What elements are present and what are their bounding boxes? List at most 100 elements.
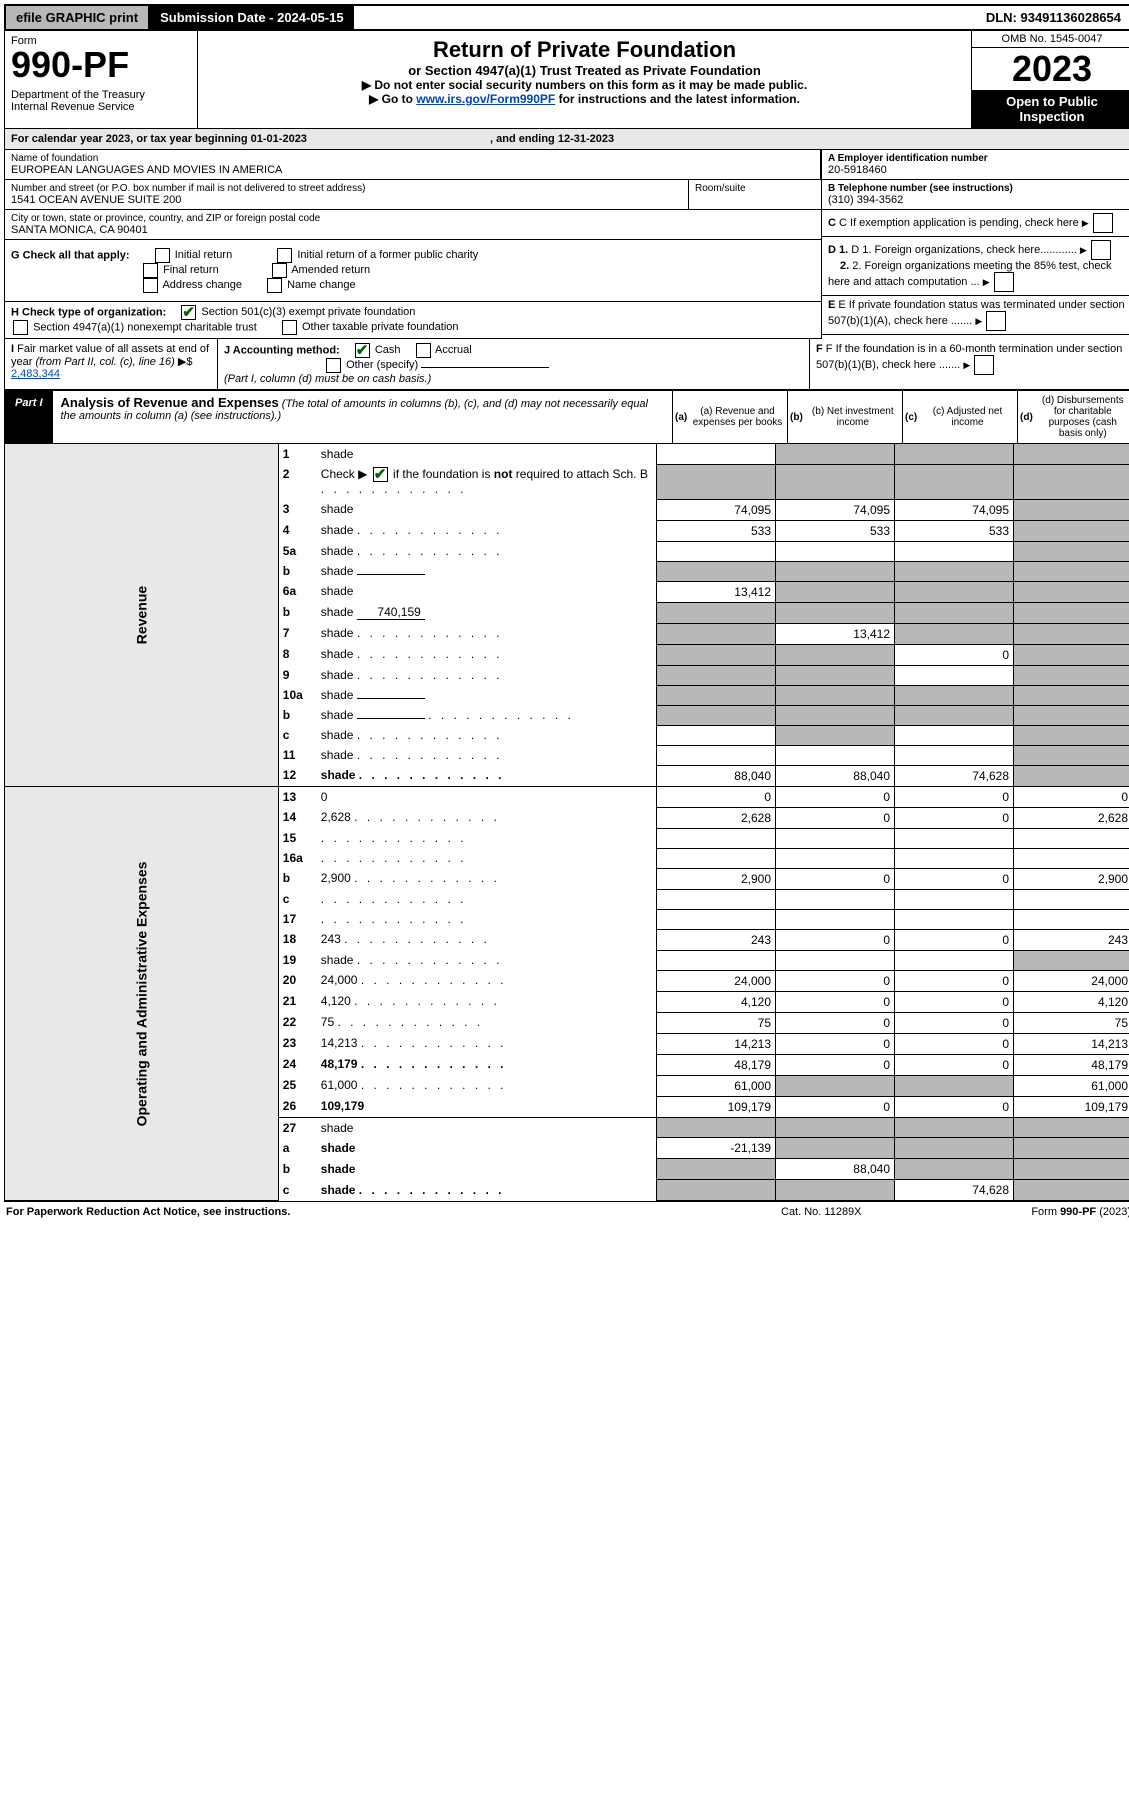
initial-return-checkbox[interactable] — [155, 248, 170, 263]
e-checkbox[interactable] — [986, 311, 1006, 331]
501c3-checkbox[interactable] — [181, 305, 196, 320]
4947a1-checkbox[interactable] — [13, 320, 28, 335]
line-number: 10a — [278, 685, 317, 705]
part1-table: Revenue1shade 2Check ▶ if the foundation… — [4, 444, 1129, 1201]
cell-value — [657, 444, 776, 464]
cell-value — [1014, 889, 1129, 909]
cell-shaded — [776, 1117, 895, 1138]
name-change-checkbox[interactable] — [267, 278, 282, 293]
cell-shaded — [657, 665, 776, 685]
line-desc: Check ▶ if the foundation is not require… — [317, 464, 657, 499]
line-number: b — [278, 868, 317, 889]
cash-checkbox[interactable] — [355, 343, 370, 358]
goto-note: ▶ Go to www.irs.gov/Form990PF for instru… — [204, 92, 965, 106]
cell-value: 75 — [657, 1012, 776, 1033]
line-desc: shade — [317, 623, 657, 644]
line-number: 18 — [278, 929, 317, 950]
line-desc: shade — [317, 685, 657, 705]
irs-link[interactable]: www.irs.gov/Form990PF — [416, 92, 555, 106]
final-return-checkbox[interactable] — [143, 263, 158, 278]
amended-return-checkbox[interactable] — [272, 263, 287, 278]
line-desc: shade — [317, 444, 657, 464]
cell-shaded — [657, 561, 776, 581]
cell-value — [895, 665, 1014, 685]
cell-value — [657, 950, 776, 970]
fmv-value[interactable]: 2,483,344 — [11, 368, 60, 380]
cell-value: 2,900 — [657, 868, 776, 889]
cell-shaded — [657, 602, 776, 623]
cell-value: 74,628 — [895, 765, 1014, 786]
cell-value — [895, 725, 1014, 745]
line-number: 6a — [278, 581, 317, 602]
line-number: 17 — [278, 909, 317, 929]
cell-shaded — [1014, 561, 1129, 581]
d1-checkbox[interactable] — [1091, 240, 1111, 260]
cell-shaded — [776, 1138, 895, 1159]
line-number: c — [278, 889, 317, 909]
line-desc: 48,179 — [317, 1054, 657, 1075]
foundation-name: EUROPEAN LANGUAGES AND MOVIES IN AMERICA — [11, 164, 814, 176]
f-checkbox[interactable] — [974, 355, 994, 375]
g-label: G Check all that apply: — [11, 249, 130, 261]
line-desc: shade 740,159 — [317, 602, 657, 623]
ij-row: I Fair market value of all assets at end… — [4, 339, 1129, 390]
line-number: 22 — [278, 1012, 317, 1033]
cell-value: 0 — [776, 1096, 895, 1117]
cell-value: 0 — [895, 970, 1014, 991]
cell-value: 0 — [776, 868, 895, 889]
cell-value — [776, 889, 895, 909]
city-label: City or town, state or province, country… — [11, 213, 815, 224]
line-desc: 109,179 — [317, 1096, 657, 1117]
line-row: Revenue1shade — [5, 444, 1129, 464]
top-bar: efile GRAPHIC print Submission Date - 20… — [4, 4, 1129, 31]
cell-value: 61,000 — [657, 1075, 776, 1096]
cell-value — [895, 950, 1014, 970]
cell-value: 243 — [1014, 929, 1129, 950]
cell-shaded — [776, 1180, 895, 1201]
cell-value: 0 — [895, 1033, 1014, 1054]
cell-shaded — [657, 644, 776, 665]
cell-value — [657, 725, 776, 745]
line-number: a — [278, 1138, 317, 1159]
d2-checkbox[interactable] — [994, 272, 1014, 292]
open-to-public: Open to Public Inspection — [972, 90, 1129, 128]
cell-value — [657, 745, 776, 765]
line-desc: 14,213 — [317, 1033, 657, 1054]
other-method-checkbox[interactable] — [326, 358, 341, 373]
page-footer: For Paperwork Reduction Act Notice, see … — [4, 1201, 1129, 1222]
form-id: Form 990-PF (2023) — [981, 1206, 1129, 1218]
schb-checkbox[interactable] — [373, 467, 388, 482]
line-desc: shade — [317, 1117, 657, 1138]
cell-value: 0 — [895, 868, 1014, 889]
form-subtitle: or Section 4947(a)(1) Trust Treated as P… — [204, 63, 965, 78]
cell-shaded — [1014, 1117, 1129, 1138]
line-number: 7 — [278, 623, 317, 644]
room-label: Room/suite — [695, 183, 815, 194]
line-number: 5a — [278, 541, 317, 561]
cell-value — [776, 950, 895, 970]
accrual-checkbox[interactable] — [416, 343, 431, 358]
cell-value — [657, 889, 776, 909]
cell-value — [895, 745, 1014, 765]
cell-shaded — [895, 464, 1014, 499]
address-change-checkbox[interactable] — [143, 278, 158, 293]
cell-value: 109,179 — [657, 1096, 776, 1117]
other-taxable-checkbox[interactable] — [282, 320, 297, 335]
c-checkbox[interactable] — [1093, 213, 1113, 233]
box-f: F F If the foundation is in a 60-month t… — [809, 339, 1129, 389]
cell-value: 4,120 — [657, 991, 776, 1012]
cell-value: 0 — [776, 929, 895, 950]
cell-value: 0 — [895, 991, 1014, 1012]
line-desc: shade — [317, 499, 657, 520]
line-number: 23 — [278, 1033, 317, 1054]
cell-value — [1014, 828, 1129, 848]
cell-shaded — [895, 705, 1014, 725]
line-number: 21 — [278, 991, 317, 1012]
former-public-checkbox[interactable] — [277, 248, 292, 263]
cell-value: 0 — [895, 786, 1014, 807]
line-number: 12 — [278, 765, 317, 786]
efile-print-button[interactable]: efile GRAPHIC print — [6, 6, 150, 29]
cell-shaded — [1014, 644, 1129, 665]
ein: 20-5918460 — [828, 164, 1126, 176]
cell-value: 88,040 — [776, 1159, 895, 1180]
